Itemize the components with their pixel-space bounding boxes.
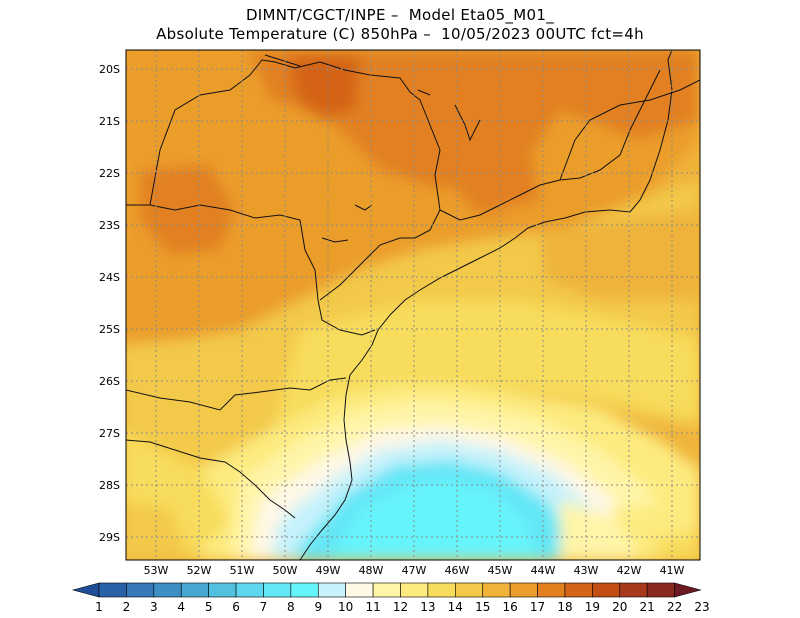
colorbar-label: 10	[338, 600, 353, 614]
colorbar-swatch	[427, 582, 456, 598]
colorbar: 1 2 3 4 5 6 7 8 9 10 11 12 13 14 15 16 17 18 19 20 21 22 23	[71, 582, 710, 614]
lat-label: 25S	[99, 323, 120, 336]
lon-label: 41W	[660, 564, 685, 577]
colorbar-swatch	[180, 582, 209, 598]
colorbar-label: 19	[585, 600, 600, 614]
chart-title-line-2: Absolute Temperature (C) 850hPa – 10/05/…	[156, 25, 644, 43]
colorbar-label: 12	[393, 600, 408, 614]
lat-label: 29S	[99, 531, 120, 544]
colorbar-swatch	[482, 582, 511, 598]
chart-title-line-1: DIMNT/CGCT/INPE – Model Eta05_M01_	[245, 6, 555, 24]
lon-label: 46W	[445, 564, 470, 577]
colorbar-swatch	[208, 582, 237, 598]
colorbar-label: 5	[205, 600, 213, 614]
colorbar-swatch	[400, 582, 429, 598]
colorbar-swatch	[455, 582, 484, 598]
colorbar-label: 14	[448, 600, 463, 614]
colorbar-swatch	[126, 582, 155, 598]
colorbar-swatch	[564, 582, 593, 598]
colorbar-swatch	[537, 582, 566, 598]
lat-label: 22S	[99, 167, 120, 180]
lat-label: 20S	[99, 63, 120, 76]
colorbar-arrow-high	[674, 582, 702, 598]
lon-label: 44W	[531, 564, 556, 577]
colorbar-swatch	[263, 582, 292, 598]
lon-label: 49W	[316, 564, 341, 577]
colorbar-label: 17	[530, 600, 545, 614]
colorbar-swatch	[345, 582, 374, 598]
colorbar-label: 11	[365, 600, 380, 614]
colorbar-label: 9	[314, 600, 322, 614]
longitude-labels: 53W 52W 51W 50W 49W 48W 47W 46W 45W 44W …	[144, 564, 685, 577]
lon-label: 43W	[574, 564, 599, 577]
lat-label: 24S	[99, 271, 120, 284]
colorbar-swatch	[592, 582, 621, 598]
lon-label: 53W	[144, 564, 169, 577]
colorbar-label: 1	[95, 600, 103, 614]
colorbar-label: 7	[260, 600, 268, 614]
lon-label: 42W	[617, 564, 642, 577]
colorbar-label: 16	[502, 600, 517, 614]
latitude-labels: 20S 21S 22S 23S 24S 25S 26S 27S 28S 29S	[99, 63, 120, 544]
lon-label: 45W	[488, 564, 513, 577]
colorbar-label: 4	[177, 600, 185, 614]
colorbar-swatch	[317, 582, 346, 598]
lat-lon-grid	[126, 50, 700, 560]
colorbar-label: 18	[557, 600, 572, 614]
colorbar-swatch	[509, 582, 538, 598]
colorbar-label: 21	[640, 600, 655, 614]
colorbar-swatch	[290, 582, 319, 598]
lon-label: 51W	[230, 564, 255, 577]
colorbar-swatch	[646, 582, 675, 598]
temperature-field	[126, 50, 700, 560]
colorbar-label: 13	[420, 600, 435, 614]
lon-label: 50W	[273, 564, 298, 577]
colorbar-label: 6	[232, 600, 240, 614]
lat-label: 28S	[99, 479, 120, 492]
coastline-and-borders	[126, 50, 700, 560]
colorbar-swatch	[153, 582, 182, 598]
colorbar-label: 2	[123, 600, 131, 614]
lat-label: 23S	[99, 219, 120, 232]
colorbar-label: 22	[667, 600, 682, 614]
lon-label: 48W	[359, 564, 384, 577]
colorbar-arrow-low	[71, 582, 100, 598]
lon-label: 47W	[402, 564, 427, 577]
lat-label: 27S	[99, 427, 120, 440]
colorbar-label: 3	[150, 600, 158, 614]
colorbar-label: 8	[287, 600, 295, 614]
lat-label: 21S	[99, 115, 120, 128]
lon-label: 52W	[187, 564, 212, 577]
colorbar-swatch	[235, 582, 264, 598]
colorbar-swatch	[98, 582, 127, 598]
colorbar-label: 20	[612, 600, 627, 614]
map-frame	[125, 49, 701, 561]
colorbar-label: 15	[475, 600, 490, 614]
lat-label: 26S	[99, 375, 120, 388]
colorbar-label: 23	[694, 600, 709, 614]
colorbar-swatch	[372, 582, 401, 598]
colorbar-swatch	[619, 582, 648, 598]
